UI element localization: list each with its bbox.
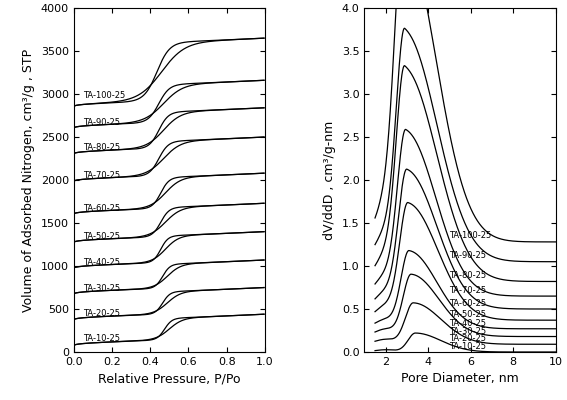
Text: TA-60-25: TA-60-25	[83, 204, 120, 213]
Text: TA-70-25: TA-70-25	[83, 171, 120, 180]
X-axis label: Pore Diameter, nm: Pore Diameter, nm	[401, 372, 519, 386]
Text: TA-80-25: TA-80-25	[450, 271, 486, 280]
Text: TA-20-25: TA-20-25	[83, 310, 120, 318]
Text: TA-30-25: TA-30-25	[83, 284, 120, 293]
Text: TA-90-25: TA-90-25	[83, 118, 120, 127]
Text: TA-90-25: TA-90-25	[450, 251, 486, 260]
Text: TA-30-25: TA-30-25	[450, 327, 486, 336]
Text: TA-100-25: TA-100-25	[450, 231, 492, 240]
Text: TA-10-25: TA-10-25	[450, 342, 486, 351]
Text: TA-50-25: TA-50-25	[83, 232, 120, 241]
Text: TA-10-25: TA-10-25	[83, 334, 120, 343]
X-axis label: Relative Pressure, P/Po: Relative Pressure, P/Po	[98, 372, 240, 386]
Text: TA-70-25: TA-70-25	[450, 286, 486, 295]
Text: TA-60-25: TA-60-25	[450, 299, 486, 308]
Y-axis label: dV/ddD , cm³/g-nm: dV/ddD , cm³/g-nm	[323, 120, 336, 240]
Text: TA-40-25: TA-40-25	[450, 319, 486, 328]
Text: TA-50-25: TA-50-25	[450, 310, 486, 319]
Text: TA-80-25: TA-80-25	[83, 144, 120, 152]
Text: TA-40-25: TA-40-25	[83, 258, 120, 267]
Y-axis label: Volume of Adsorbed Nitrogen, cm³/g , STP: Volume of Adsorbed Nitrogen, cm³/g , STP	[22, 48, 35, 312]
Text: TA-100-25: TA-100-25	[83, 91, 125, 100]
Text: TA-20-25: TA-20-25	[450, 334, 486, 343]
